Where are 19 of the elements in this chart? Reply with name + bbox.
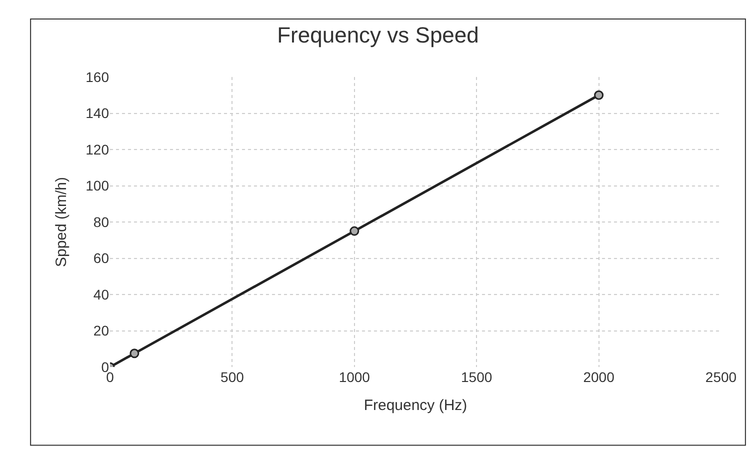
y-tick-label: 60	[93, 250, 110, 266]
point	[350, 226, 360, 236]
x-tick-label: 1000	[338, 369, 370, 385]
y-tick-label: 80	[93, 214, 110, 230]
y-tick-label: 140	[86, 105, 110, 122]
x-tick-label: 2000	[583, 369, 615, 385]
x-axis-title: Frequency (Hz)	[364, 397, 468, 414]
y-axis-title: Spped (km/h)	[52, 176, 70, 268]
point	[130, 348, 140, 358]
y-tick-label: 20	[93, 322, 110, 339]
chart-title: Frequency vs Speed	[277, 22, 479, 48]
x-tick-label: 500	[220, 369, 244, 385]
x-tick-label: 1500	[461, 369, 492, 385]
y-tick-label: 40	[93, 286, 110, 302]
y-tick-label: 160	[86, 68, 110, 85]
x-tick-label: 2500	[705, 369, 737, 385]
y-tick-label: 120	[86, 141, 110, 158]
point	[594, 90, 604, 100]
y-tick-label: 100	[86, 178, 110, 194]
